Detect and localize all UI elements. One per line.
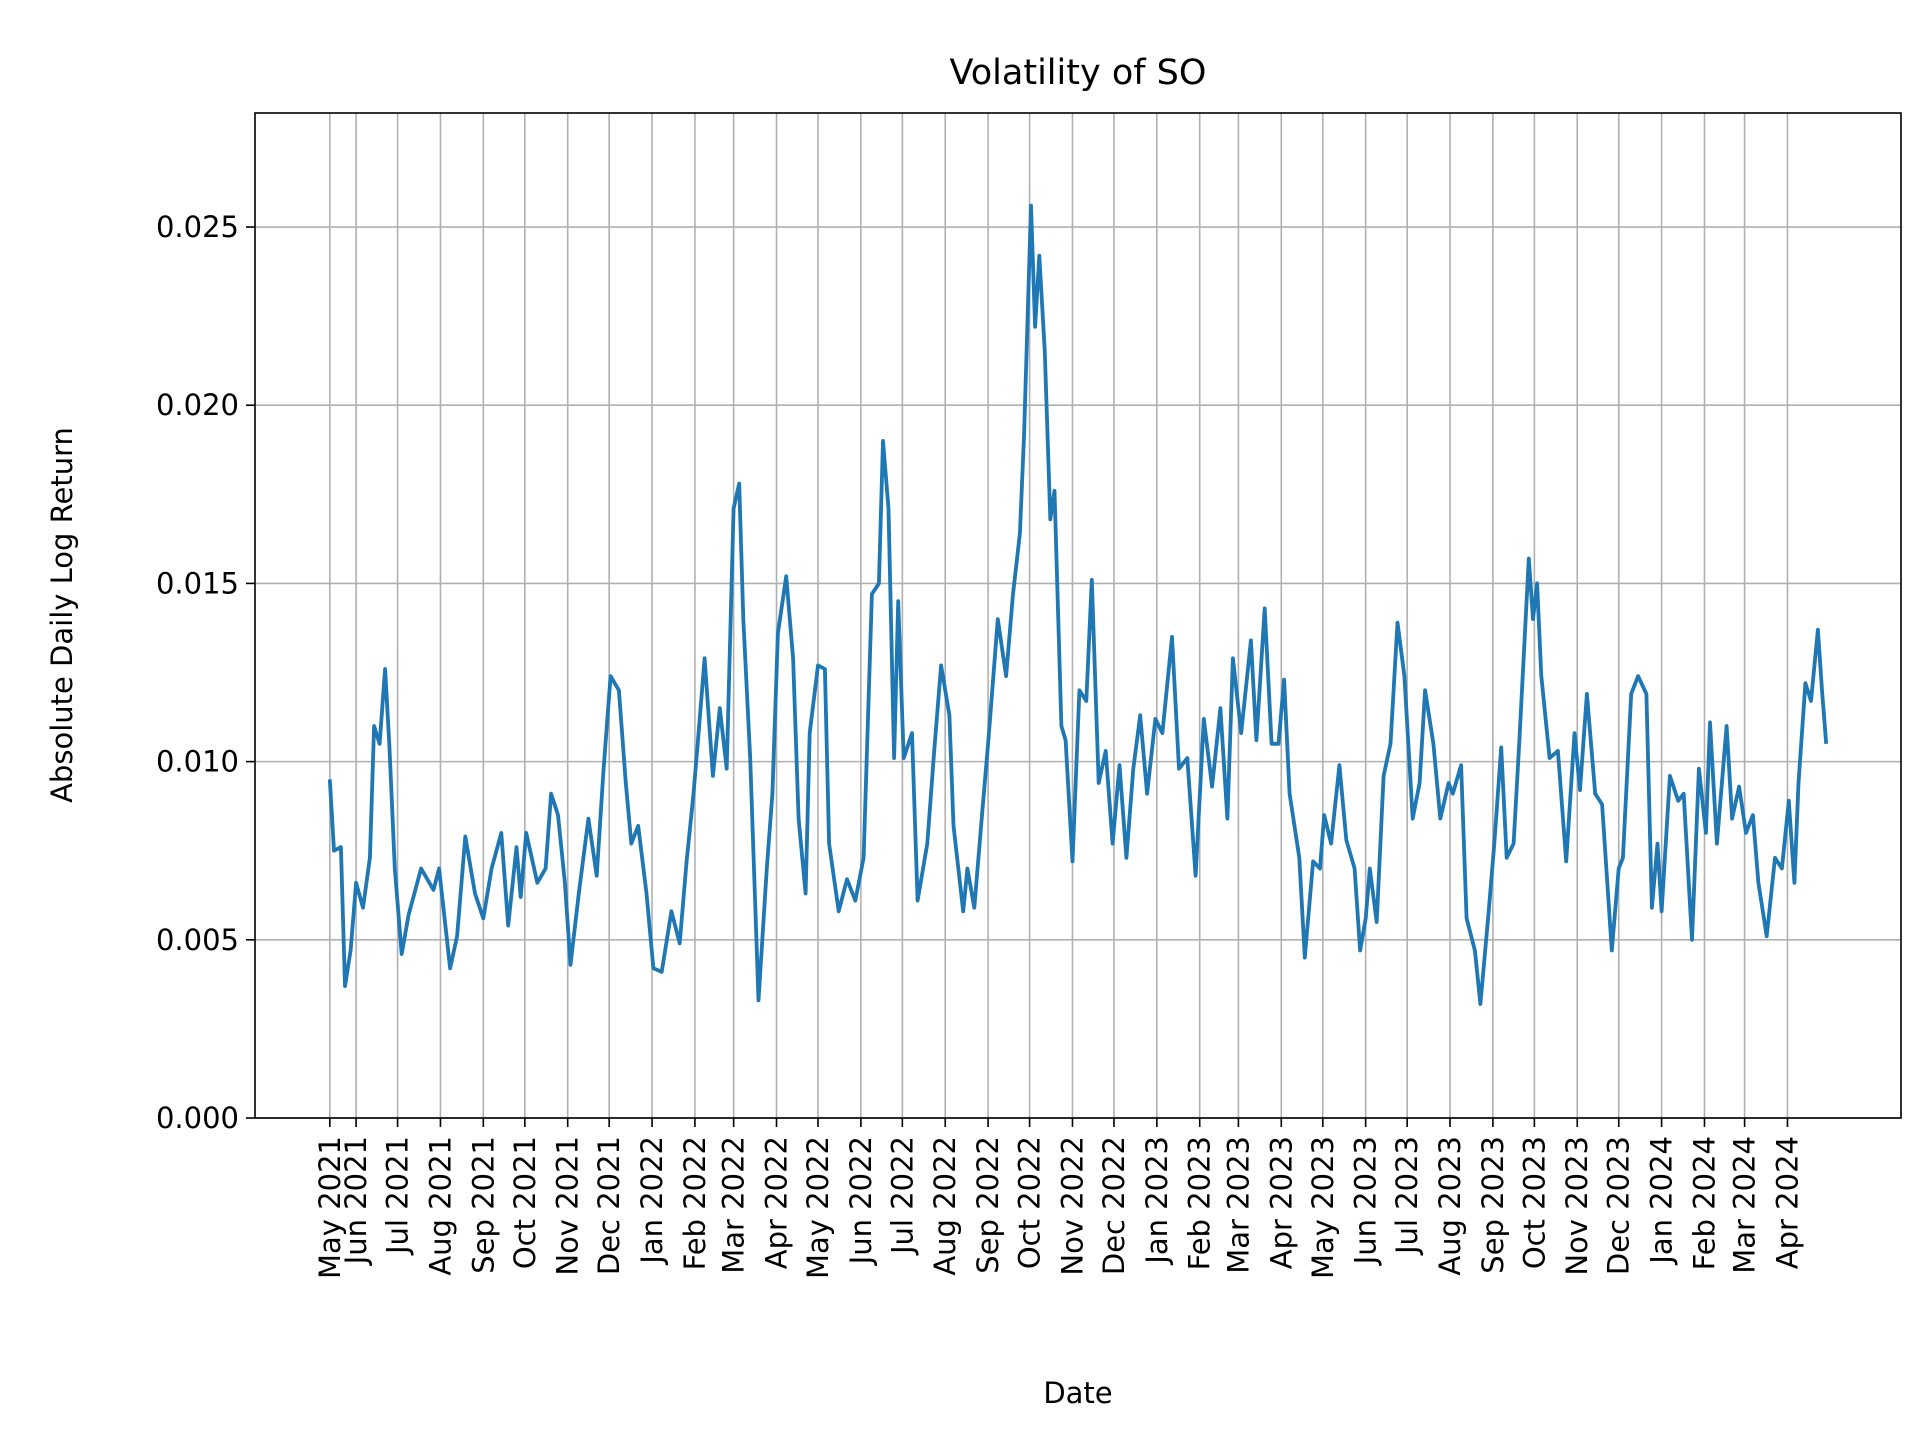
x-tick-label: Apr 2024 <box>1770 1136 1804 1269</box>
grid <box>255 113 1901 1119</box>
x-tick-label: Oct 2022 <box>1013 1136 1047 1269</box>
x-tick-label: Jan 2023 <box>1140 1136 1174 1266</box>
y-tick-label: 0.000 <box>156 1101 239 1135</box>
y-tick-label: 0.025 <box>156 210 239 244</box>
x-tick-label: Apr 2023 <box>1264 1136 1298 1269</box>
x-tick-label: May 2023 <box>1306 1136 1340 1279</box>
x-tick-label: Oct 2021 <box>508 1136 542 1269</box>
x-tick-label: Jul 2023 <box>1390 1136 1424 1256</box>
x-axis-label: Date <box>1043 1376 1112 1410</box>
x-tick-label: Mar 2022 <box>717 1136 751 1274</box>
volatility-series-line <box>327 203 1829 1006</box>
axes-frame <box>254 112 1902 1119</box>
x-tick-label: Jun 2021 <box>339 1136 373 1266</box>
y-tick-label: 0.005 <box>156 923 239 957</box>
x-tick-label: Aug 2022 <box>928 1136 962 1276</box>
x-tick-label: Jun 2022 <box>844 1136 878 1266</box>
y-tick-label: 0.010 <box>156 745 239 779</box>
x-tick-label: Aug 2023 <box>1433 1136 1467 1276</box>
y-tick-label: 0.015 <box>156 566 239 600</box>
x-tick-label: Jul 2021 <box>381 1136 415 1256</box>
x-tick-label: Feb 2022 <box>678 1136 712 1270</box>
x-tick-label: Jan 2022 <box>635 1136 669 1266</box>
y-tick-label: 0.020 <box>156 388 239 422</box>
x-tick-label: Dec 2021 <box>592 1136 626 1275</box>
x-tick-label: Apr 2022 <box>760 1136 794 1269</box>
x-tick-label: Dec 2023 <box>1602 1136 1636 1275</box>
y-axis-label: Absolute Daily Log Return <box>45 427 79 803</box>
x-tick-label: Jul 2022 <box>885 1136 919 1256</box>
x-tick-label: Jan 2024 <box>1645 1136 1679 1266</box>
x-tick-label: Nov 2022 <box>1055 1136 1089 1276</box>
x-tick-label: Mar 2023 <box>1221 1136 1255 1274</box>
chart-title: Volatility of SO <box>950 53 1207 93</box>
x-tick-label: Feb 2024 <box>1687 1136 1721 1270</box>
x-tick-label: May 2021 <box>313 1136 347 1279</box>
line-layer <box>327 203 1829 1006</box>
x-tick-label: Sep 2022 <box>971 1136 1005 1274</box>
x-tick-label: Mar 2024 <box>1728 1136 1762 1274</box>
x-tick-label: Nov 2023 <box>1560 1136 1594 1276</box>
x-tick-label: Sep 2021 <box>466 1136 500 1274</box>
x-tick-label: Oct 2023 <box>1517 1136 1551 1269</box>
x-tick-label: Dec 2022 <box>1097 1136 1131 1275</box>
x-tick-label: Jun 2023 <box>1349 1136 1383 1266</box>
x-tick-label: Nov 2021 <box>551 1136 585 1276</box>
x-tick-label: Aug 2021 <box>423 1136 457 1276</box>
x-tick-label: May 2022 <box>801 1136 835 1279</box>
x-tick-label: Sep 2023 <box>1476 1136 1510 1274</box>
y-axis: 0.000 0.005 0.010 0.015 0.020 0.025 <box>156 210 255 1135</box>
x-tick-label: Feb 2023 <box>1183 1136 1217 1270</box>
